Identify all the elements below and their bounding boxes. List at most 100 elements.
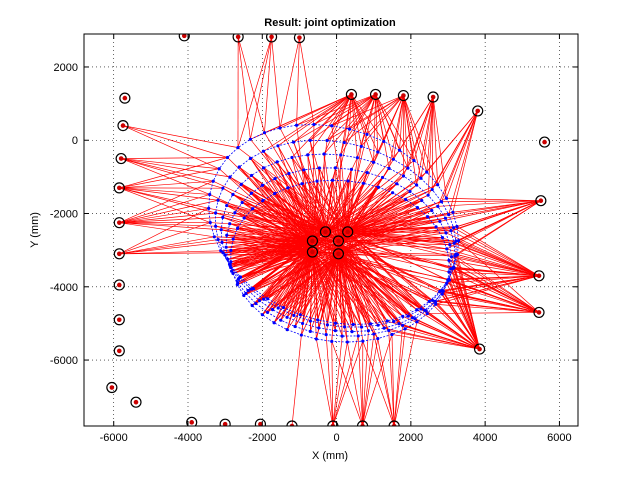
observation-ray: [244, 217, 313, 242]
observation-ray: [230, 251, 313, 263]
trajectory-point: [219, 228, 223, 232]
trajectory-point: [261, 166, 266, 170]
plot-area: -6000 -4000 -2000 0 2000 4000 6000 -6000-4000-…: [50, 33, 579, 444]
landmark-point: [254, 418, 267, 426]
observation-ray: [294, 253, 339, 327]
observation-ray: [338, 200, 422, 255]
observation-ray: [338, 253, 385, 329]
trajectory-point: [239, 182, 243, 186]
observation-ray: [230, 231, 326, 251]
observation-ray: [347, 231, 447, 250]
observation-ray: [450, 230, 540, 277]
observation-ray: [315, 338, 334, 426]
observation-ray: [338, 253, 406, 330]
observation-ray: [338, 237, 443, 255]
observation-ray: [427, 110, 479, 196]
trajectory-point: [244, 291, 248, 296]
landmark-point: [265, 34, 278, 43]
trajectory-point: [425, 170, 429, 174]
trajectory-point: [451, 226, 456, 230]
trajectory-point: [413, 317, 417, 321]
observation-ray: [343, 94, 376, 143]
observation-ray: [325, 199, 406, 233]
observation-ray: [338, 240, 406, 330]
landmark-point-estimate: [116, 251, 122, 257]
landmark-point: [397, 89, 410, 102]
observation-ray: [233, 231, 326, 240]
observation-ray: [332, 180, 339, 242]
landmark-point: [113, 279, 125, 291]
observation-ray: [448, 271, 480, 350]
landmark-point: [106, 381, 118, 394]
landmark-point-estimate: [122, 95, 128, 101]
landmark-point-estimate: [477, 346, 482, 352]
trajectory-point: [349, 167, 354, 171]
observation-ray: [344, 95, 404, 143]
observation-ray: [454, 255, 480, 350]
observation-ray: [331, 341, 334, 426]
trajectory-point: [448, 243, 452, 247]
trajectory-point: [317, 326, 321, 330]
observation-ray: [237, 251, 313, 285]
trajectory-point: [404, 197, 408, 202]
trajectory-point: [314, 337, 318, 341]
observation-ray: [121, 158, 223, 189]
trajectory-point: [324, 332, 328, 337]
trajectory-point: [251, 286, 255, 291]
observation-ray: [347, 200, 422, 233]
observation-ray: [338, 240, 447, 250]
observation-ray: [119, 180, 214, 189]
observation-ray: [119, 212, 216, 224]
observation-ray: [267, 251, 313, 313]
trajectory-point: [420, 198, 424, 203]
observation-ray: [448, 110, 479, 215]
landmark-point: [113, 182, 125, 194]
observation-ray: [403, 95, 438, 185]
trajectory-point: [207, 206, 211, 210]
observation-ray: [230, 251, 313, 268]
trajectory-point: [333, 321, 338, 325]
landmark-point-estimate: [116, 220, 122, 225]
trajectory-point: [359, 144, 363, 148]
central-landmark-point: [319, 226, 332, 238]
trajectory-point: [228, 175, 232, 179]
trajectory-point: [261, 149, 266, 153]
observation-ray: [332, 336, 343, 426]
trajectory-point: [272, 321, 276, 325]
trajectory-point: [257, 299, 262, 303]
observation-ray: [361, 95, 404, 147]
trajectory-point: [233, 211, 237, 215]
observation-ray: [420, 110, 478, 179]
observation-ray: [338, 253, 390, 331]
landmark-point-estimate: [189, 420, 195, 425]
observation-ray: [442, 275, 540, 295]
observation-ray: [347, 341, 363, 426]
trajectory-point: [265, 310, 270, 315]
trajectory-point: [342, 140, 346, 145]
trajectory-point: [316, 318, 320, 322]
observation-ray: [362, 334, 375, 426]
observation-ray: [403, 95, 428, 173]
trajectory-point: [308, 138, 312, 142]
trajectory-point: [419, 176, 423, 180]
observation-ray: [347, 231, 390, 331]
landmark-point-estimate: [391, 423, 397, 426]
trajectory-point: [240, 200, 244, 205]
observation-ray: [312, 251, 317, 339]
trajectory-point: [322, 152, 326, 156]
observation-ray: [250, 158, 326, 233]
observation-ray: [293, 94, 352, 143]
trajectory-point: [287, 171, 291, 176]
observation-ray: [237, 36, 265, 133]
observation-ray: [119, 187, 219, 201]
observation-ray: [309, 94, 376, 141]
trajectory-point: [391, 157, 396, 161]
trajectory-point: [447, 212, 451, 217]
trajectory-point: [262, 297, 266, 301]
observation-ray: [286, 240, 313, 330]
observation-ray: [312, 251, 345, 327]
landmark-point: [533, 306, 545, 319]
trajectory-point: [291, 140, 296, 144]
observation-ray: [338, 216, 428, 255]
observation-ray: [274, 193, 326, 233]
